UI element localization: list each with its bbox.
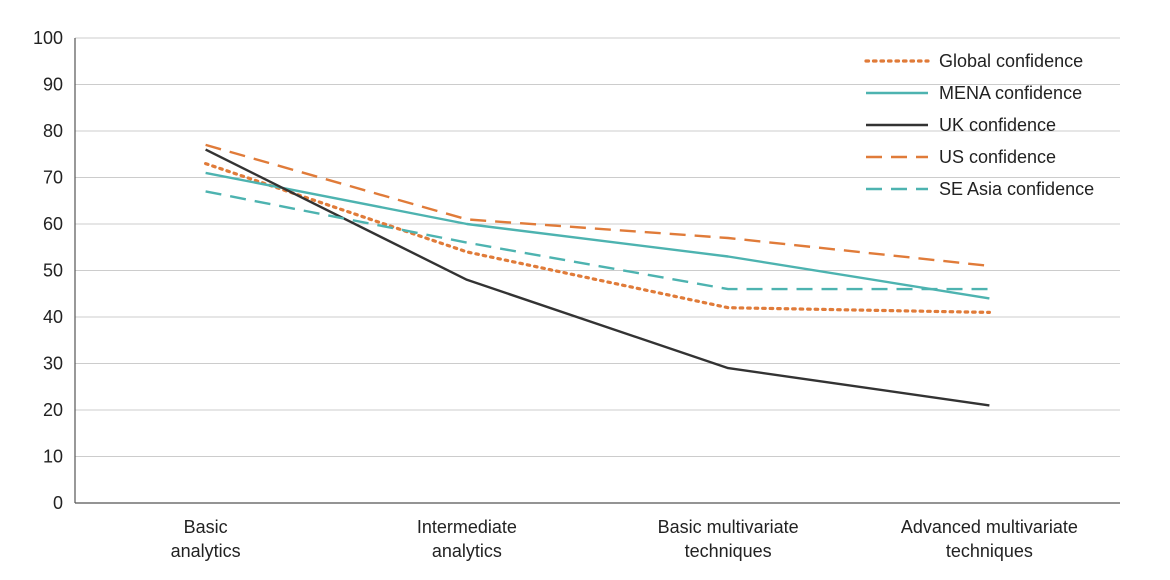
y-tick-label: 40	[43, 307, 63, 327]
legend-label: US confidence	[939, 147, 1056, 167]
x-axis-labels: Basic analytics Intermediate analytics Basic…	[171, 517, 1078, 561]
series-line-global-confidence	[204, 162, 992, 314]
legend-label: SE Asia confidence	[939, 179, 1094, 199]
x-tick-label: Advanced multivariate techniques	[901, 517, 1078, 561]
y-tick-label: 90	[43, 75, 63, 95]
y-tick-label: 0	[53, 493, 63, 513]
y-tick-label: 80	[43, 121, 63, 141]
legend-label: Global confidence	[939, 51, 1083, 71]
legend-label: UK confidence	[939, 115, 1056, 135]
y-tick-label: 100	[33, 28, 63, 48]
axes	[74, 38, 1120, 504]
series-line-uk-confidence	[205, 148, 990, 407]
y-tick-label: 60	[43, 214, 63, 234]
y-tick-label: 10	[43, 447, 63, 467]
y-tick-label: 50	[43, 261, 63, 281]
series-line-mena-confidence	[205, 171, 990, 300]
y-tick-label: 30	[43, 354, 63, 374]
series-line-us-confidence	[205, 143, 990, 268]
y-tick-label: 20	[43, 400, 63, 420]
legend: Global confidence MENA confidence UK confi…	[864, 51, 1094, 199]
legend-label: MENA confidence	[939, 83, 1082, 103]
series-lines	[204, 143, 992, 407]
y-tick-label: 70	[43, 168, 63, 188]
x-tick-label: Basic analytics	[171, 517, 241, 561]
series-line-se-asia-confidence	[205, 190, 990, 291]
x-tick-label: Intermediate analytics	[417, 517, 517, 561]
y-axis-ticks: 0 10 20 30 40 50 60 70 80 90 100	[33, 28, 63, 513]
x-tick-label: Basic multivariate techniques	[658, 517, 799, 561]
